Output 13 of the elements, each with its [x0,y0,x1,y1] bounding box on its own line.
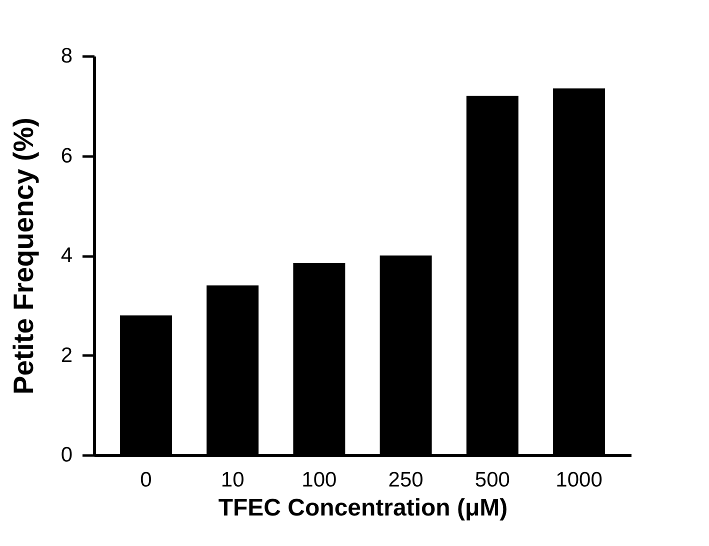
x-tick-label: 250 [388,468,424,492]
y-tick-label: 0 [60,444,72,466]
y-tick-label: 4 [60,244,73,267]
x-tick-label: 500 [474,468,510,492]
y-tick-label: 6 [60,144,72,168]
x-axis-title: TFEC Concentration (μM) [218,494,508,522]
x-tick-label: 100 [302,468,337,492]
x-tick-label: 0 [140,468,152,492]
y-axis-title: Petite Frequency (%) [8,118,39,394]
x-tick-label: 1000 [556,468,602,492]
x-tick-label: 10 [220,468,244,492]
y-tick-label: 2 [60,344,72,367]
y-tick-label: 8 [60,44,72,68]
